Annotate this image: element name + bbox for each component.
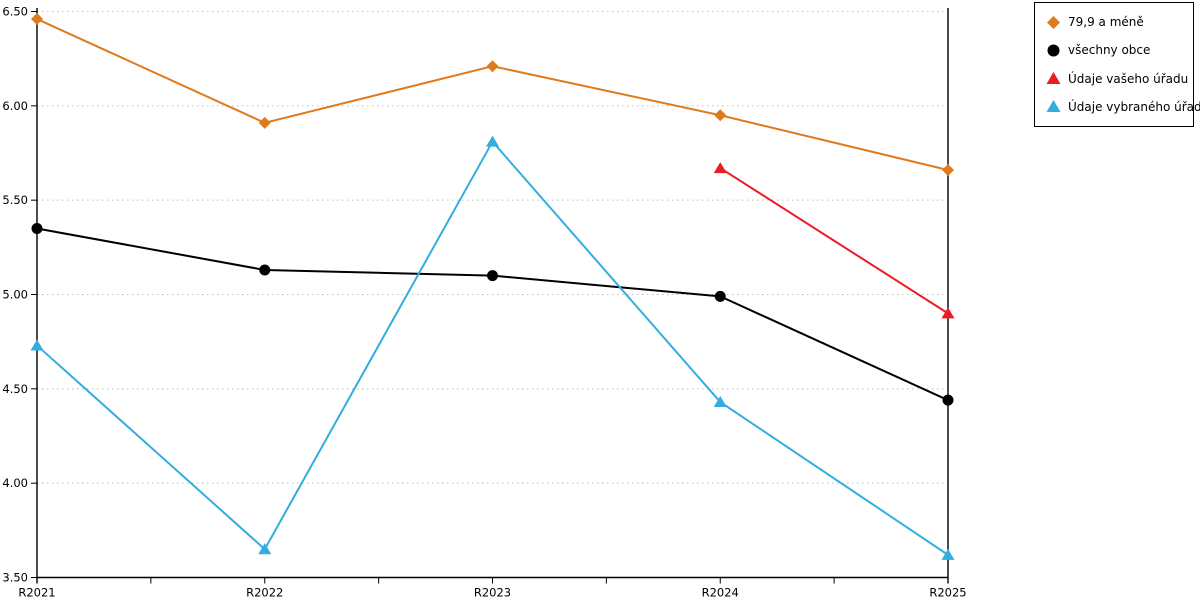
svg-text:R2022: R2022: [246, 586, 283, 600]
svg-text:5.00: 5.00: [2, 288, 28, 302]
legend-item: Údaje vybraného úřadu: [1046, 99, 1200, 114]
diamond-marker-icon: [1046, 15, 1061, 30]
svg-text:R2023: R2023: [474, 586, 511, 600]
svg-text:R2025: R2025: [929, 586, 966, 600]
svg-text:R2021: R2021: [18, 586, 55, 600]
svg-text:3.50: 3.50: [2, 571, 28, 585]
legend-item: všechny obce: [1046, 43, 1189, 58]
svg-text:4.50: 4.50: [2, 382, 28, 396]
circle-marker-icon: [1046, 43, 1061, 58]
legend-label: 79,9 a méně: [1068, 15, 1144, 30]
legend-label: Údaje vašeho úřadu: [1068, 71, 1189, 86]
svg-text:5.50: 5.50: [2, 193, 28, 207]
svg-text:6.50: 6.50: [2, 5, 28, 19]
legend-item: 79,9 a méně: [1046, 15, 1189, 30]
svg-text:6.00: 6.00: [2, 99, 28, 113]
legend: 79,9 a méně všechny obce Údaje vašeho úř…: [1034, 2, 1200, 127]
legend-label: všechny obce: [1068, 43, 1151, 58]
triangle-marker-icon: [1046, 99, 1061, 114]
legend-label: Údaje vybraného úřadu: [1068, 99, 1200, 114]
legend-item: Údaje vašeho úřadu: [1046, 71, 1189, 86]
svg-text:4.00: 4.00: [2, 476, 28, 490]
svg-text:R2024: R2024: [702, 586, 739, 600]
triangle-marker-icon: [1046, 71, 1061, 86]
